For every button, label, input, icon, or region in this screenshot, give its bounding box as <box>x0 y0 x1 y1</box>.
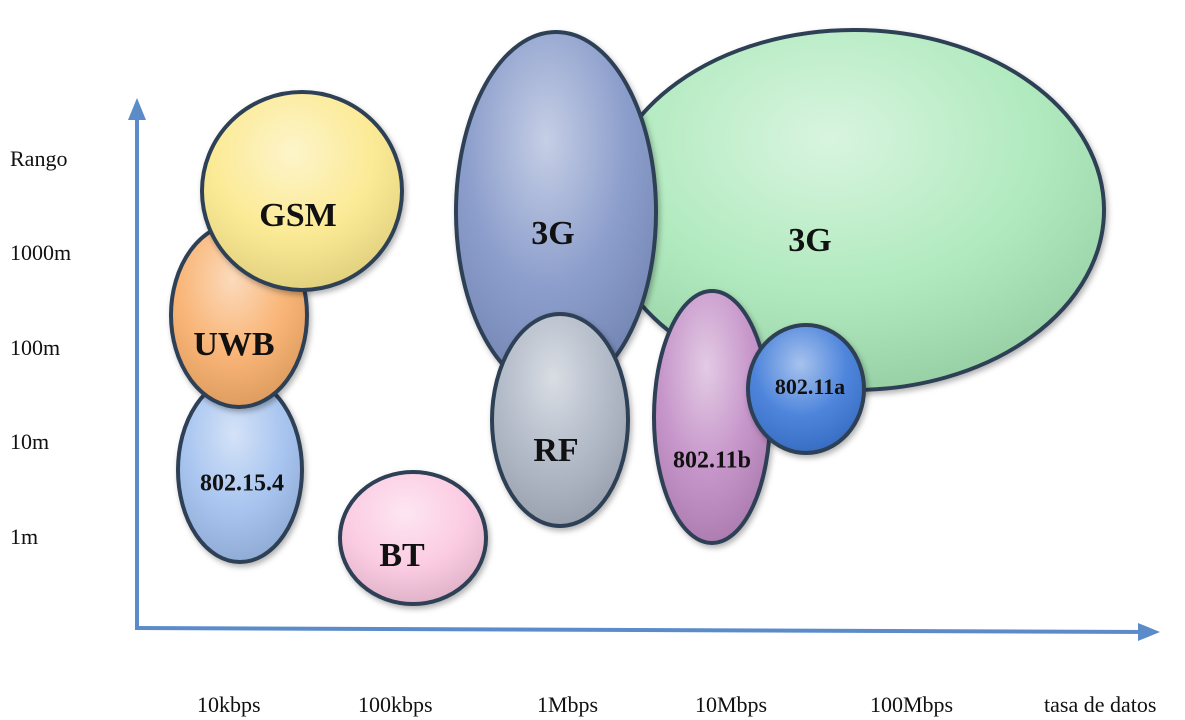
bubble-uwb-label: UWB <box>193 326 274 363</box>
bubble-802-15-4-shine <box>180 380 300 560</box>
y-tick-100m: 100m <box>10 335 60 360</box>
bubble-gsm: GSM <box>200 90 404 292</box>
bubble-rf: RF <box>490 312 630 528</box>
x-tick-1mbps: 1Mbps <box>537 692 598 717</box>
y-tick-10m: 10m <box>10 429 49 454</box>
bubble-bt-shine <box>342 474 484 602</box>
x-tick-10kbps: 10kbps <box>197 692 261 717</box>
y-axis-arrow <box>128 98 146 120</box>
bubble-gsm-label: GSM <box>259 197 336 234</box>
x-tick-10mbps: 10Mbps <box>695 692 767 717</box>
y-axis-title: Rango <box>10 146 67 171</box>
bubble-802-11b-label: 802.11b <box>673 448 751 474</box>
bubble-3g-tall: 3G <box>454 30 658 394</box>
axes <box>128 98 1160 641</box>
x-tick-100kbps: 100kbps <box>358 692 433 717</box>
bubble-rf-shine <box>494 316 626 524</box>
x-axis-arrow <box>1138 623 1160 641</box>
bubble-3g-tall-label: 3G <box>531 215 574 252</box>
bubble-802-11a: 802.11a <box>746 323 866 455</box>
bubble-802-11b: 802.11b <box>652 289 772 545</box>
bubble-gsm-shine <box>204 94 400 288</box>
x-tick-100mbps: 100Mbps <box>870 692 953 717</box>
bubble-rf-label: RF <box>533 432 578 469</box>
y-tick-1m: 1m <box>10 524 38 549</box>
x-axis-title: tasa de datos <box>1044 692 1156 717</box>
bubble-3g-tall-shine <box>458 34 654 390</box>
bubble-bt: BT <box>338 470 488 606</box>
bubble-802-11a-label: 802.11a <box>775 374 845 399</box>
y-tick-1000m: 1000m <box>10 240 71 265</box>
bubble-802-11b-shine <box>656 293 768 541</box>
bubble-802-15-4-label: 802.15.4 <box>200 471 284 497</box>
bubble-bt-label: BT <box>379 537 425 574</box>
bubble-3g-large-label: 3G <box>788 222 831 259</box>
bubble-802-11a-shine <box>750 327 862 451</box>
x-axis-line <box>134 626 1146 634</box>
